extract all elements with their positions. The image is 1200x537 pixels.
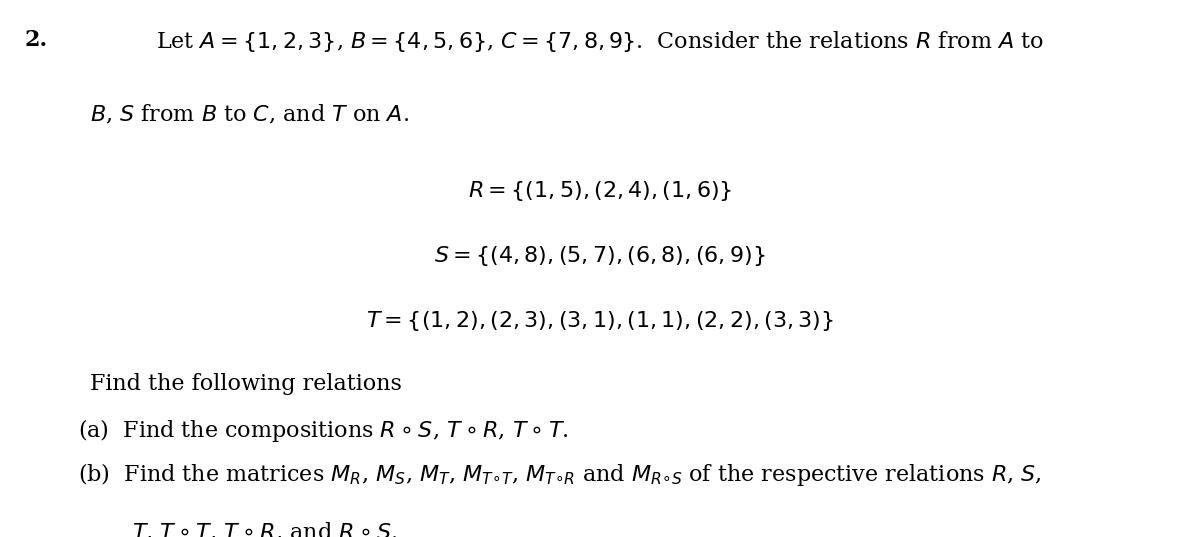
Text: 2.: 2. (24, 29, 47, 51)
Text: Find the following relations: Find the following relations (90, 373, 402, 395)
Text: $R = \{(1, 5), (2, 4), (1, 6)\}$: $R = \{(1, 5), (2, 4), (1, 6)\}$ (468, 179, 732, 204)
Text: $T$, $T \circ T$, $T \circ R$, and $R \circ S$.: $T$, $T \circ T$, $T \circ R$, and $R \c… (132, 521, 397, 537)
Text: $T = \{(1, 2), (2, 3), (3, 1), (1, 1), (2, 2), (3, 3)\}$: $T = \{(1, 2), (2, 3), (3, 1), (1, 1), (… (366, 309, 834, 332)
Text: Let $A = \{1, 2, 3\}$, $B = \{4, 5, 6\}$, $C = \{7, 8, 9\}$.  Consider the relat: Let $A = \{1, 2, 3\}$, $B = \{4, 5, 6\}$… (156, 29, 1044, 54)
Text: $S = \{(4, 8), (5, 7), (6, 8), (6, 9)\}$: $S = \{(4, 8), (5, 7), (6, 8), (6, 9)\}$ (434, 244, 766, 268)
Text: (a)  Find the compositions $R \circ S$, $T \circ R$, $T \circ T$.: (a) Find the compositions $R \circ S$, $… (78, 417, 569, 444)
Text: (b)  Find the matrices $M_R$, $M_S$, $M_T$, $M_{T{\circ}T}$, $M_{T{\circ}R}$ and: (b) Find the matrices $M_R$, $M_S$, $M_T… (78, 461, 1042, 488)
Text: $B$, $S$ from $B$ to $C$, and $T$ on $A$.: $B$, $S$ from $B$ to $C$, and $T$ on $A$… (90, 103, 409, 126)
